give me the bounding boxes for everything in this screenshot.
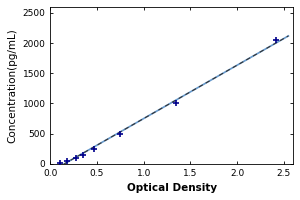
Y-axis label: Concentration(pg/mL): Concentration(pg/mL) [7,28,17,143]
X-axis label: Optical Density: Optical Density [127,183,217,193]
